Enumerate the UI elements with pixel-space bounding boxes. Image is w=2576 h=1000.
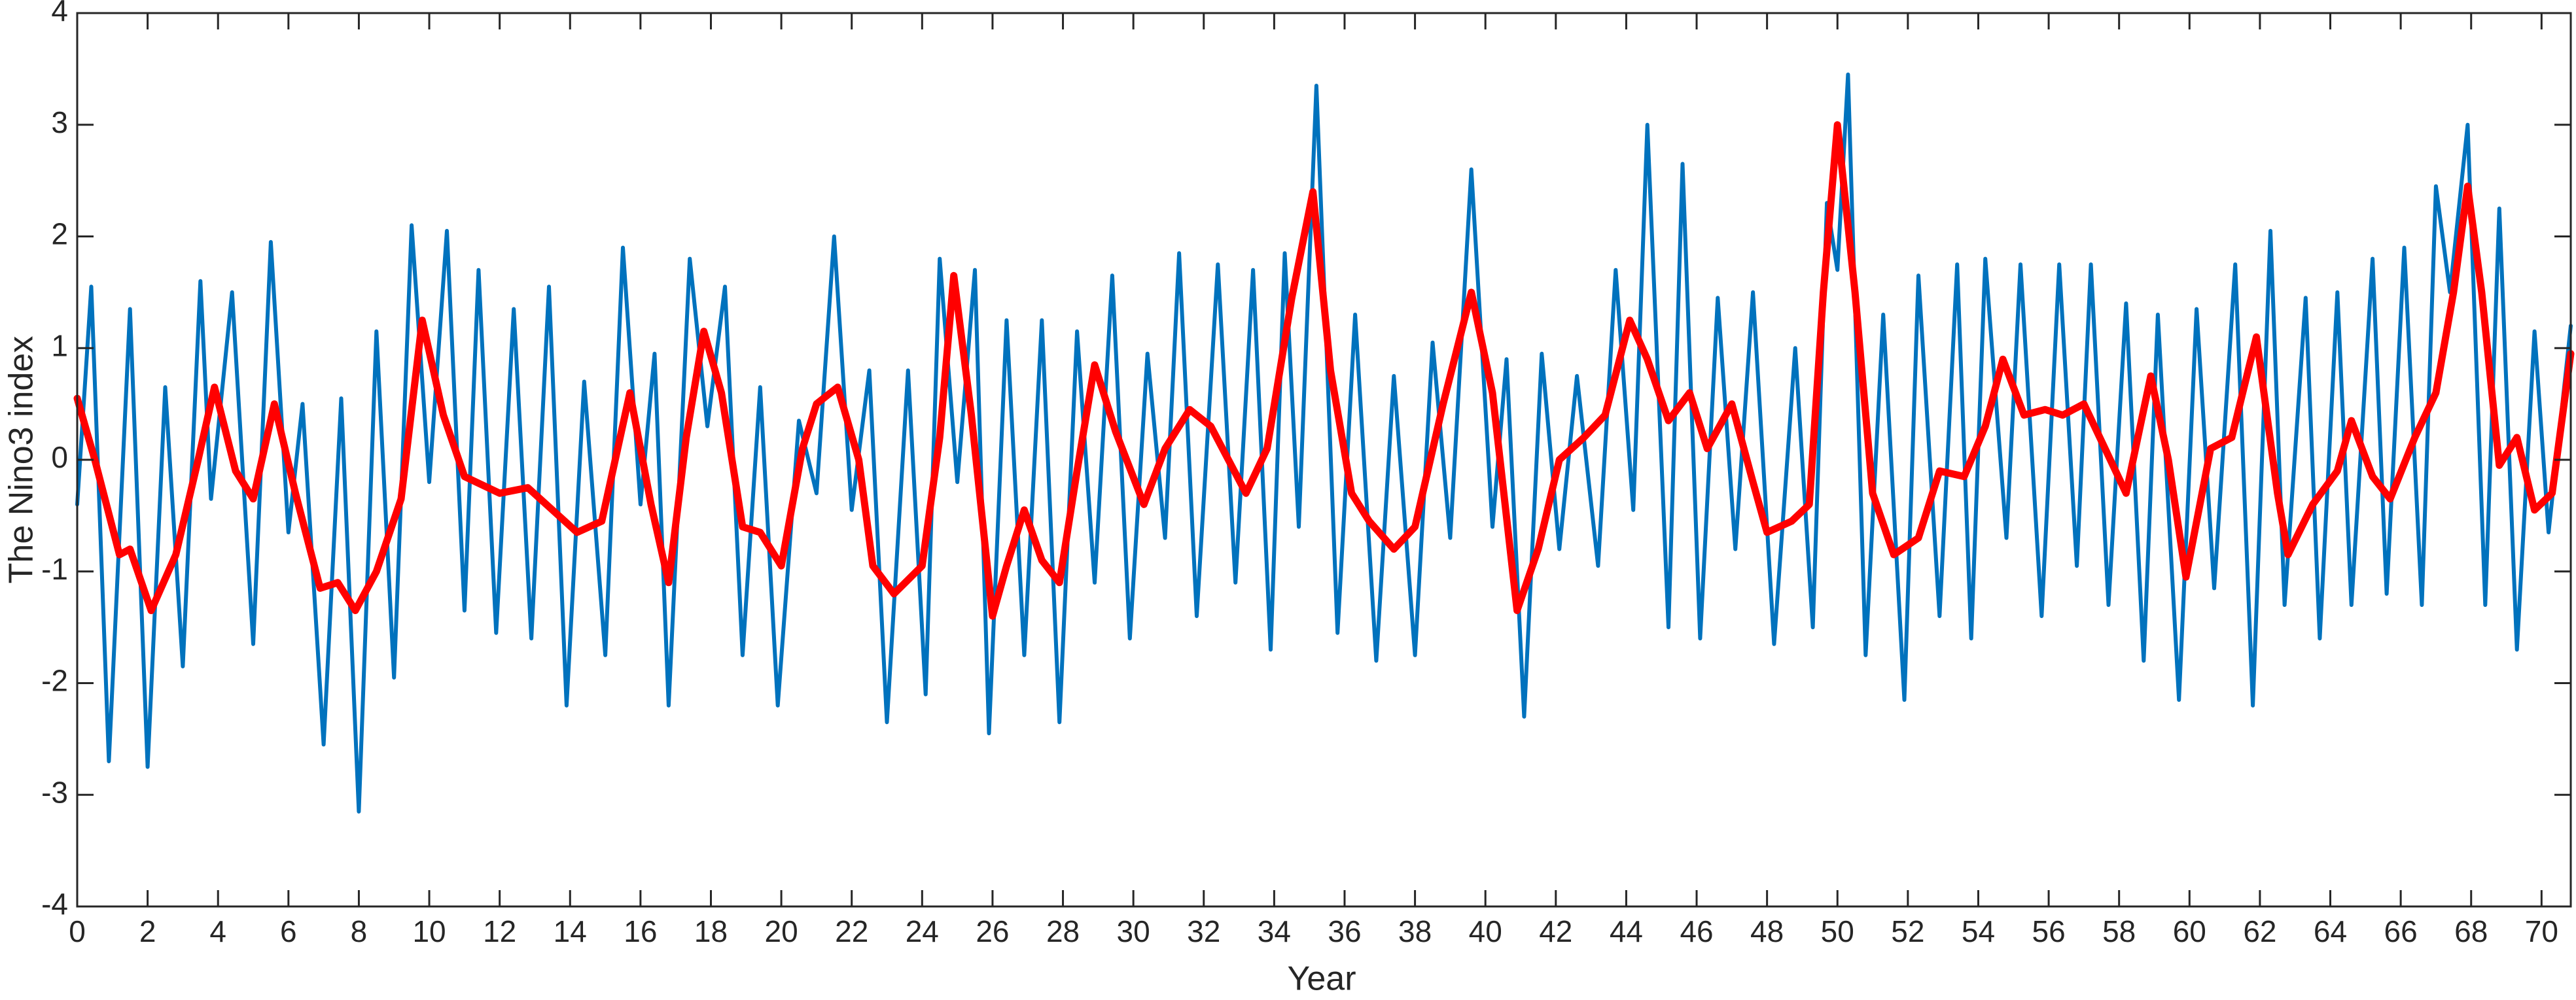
x-axis-title: Year xyxy=(1287,960,1356,998)
x-tick-label: 16 xyxy=(624,914,657,948)
x-tick-label: 0 xyxy=(69,914,86,948)
x-tick-label: 26 xyxy=(976,914,1009,948)
x-tick-label: 22 xyxy=(835,914,868,948)
y-tick-label: 1 xyxy=(51,328,68,362)
x-tick-label: 48 xyxy=(1750,914,1784,948)
x-tick-label: 50 xyxy=(1821,914,1854,948)
y-tick-label: -4 xyxy=(41,887,68,921)
x-tick-label: 20 xyxy=(765,914,798,948)
x-tick-label: 14 xyxy=(554,914,587,948)
x-tick-label: 2 xyxy=(139,914,156,948)
x-tick-label: 56 xyxy=(2032,914,2065,948)
axes-box xyxy=(76,12,2572,908)
y-tick-label: -2 xyxy=(41,664,68,698)
x-tick-label: 4 xyxy=(209,914,226,948)
y-tick-label: -3 xyxy=(41,775,68,809)
x-tick-label: 12 xyxy=(483,914,516,948)
x-tick-label: 38 xyxy=(1398,914,1432,948)
x-tick-label: 58 xyxy=(2102,914,2136,948)
x-tick-label: 6 xyxy=(280,914,297,948)
y-tick-label: 0 xyxy=(51,440,68,474)
y-tick-label: 3 xyxy=(51,105,68,139)
x-tick-label: 60 xyxy=(2173,914,2206,948)
x-tick-label: 28 xyxy=(1046,914,1080,948)
x-tick-label: 54 xyxy=(1962,914,1995,948)
x-tick-label: 34 xyxy=(1258,914,1291,948)
x-tick-label: 32 xyxy=(1187,914,1220,948)
x-tick-label: 44 xyxy=(1610,914,1643,948)
x-tick-label: 42 xyxy=(1539,914,1572,948)
x-tick-label: 66 xyxy=(2384,914,2418,948)
x-tick-label: 40 xyxy=(1469,914,1502,948)
data-line xyxy=(73,121,2575,620)
x-tick-label: 18 xyxy=(694,914,728,948)
x-tick-label: 30 xyxy=(1117,914,1150,948)
x-tick-label: 64 xyxy=(2314,914,2347,948)
x-tick-label: 8 xyxy=(351,914,368,948)
x-tick-label: 24 xyxy=(906,914,939,948)
x-tick-label: 70 xyxy=(2525,914,2558,948)
x-tick-label: 46 xyxy=(1680,914,1713,948)
x-tick-label: 10 xyxy=(412,914,446,948)
x-tick-label: 52 xyxy=(1891,914,1924,948)
y-tick-label: 4 xyxy=(51,0,68,27)
x-tick-label: 68 xyxy=(2454,914,2488,948)
y-axis-title: The Nino3 index xyxy=(3,336,41,584)
x-tick-label: 36 xyxy=(1328,914,1361,948)
y-tick-label: -1 xyxy=(41,552,68,586)
x-tick-label: 62 xyxy=(2243,914,2276,948)
y-tick-label: 2 xyxy=(51,217,68,251)
